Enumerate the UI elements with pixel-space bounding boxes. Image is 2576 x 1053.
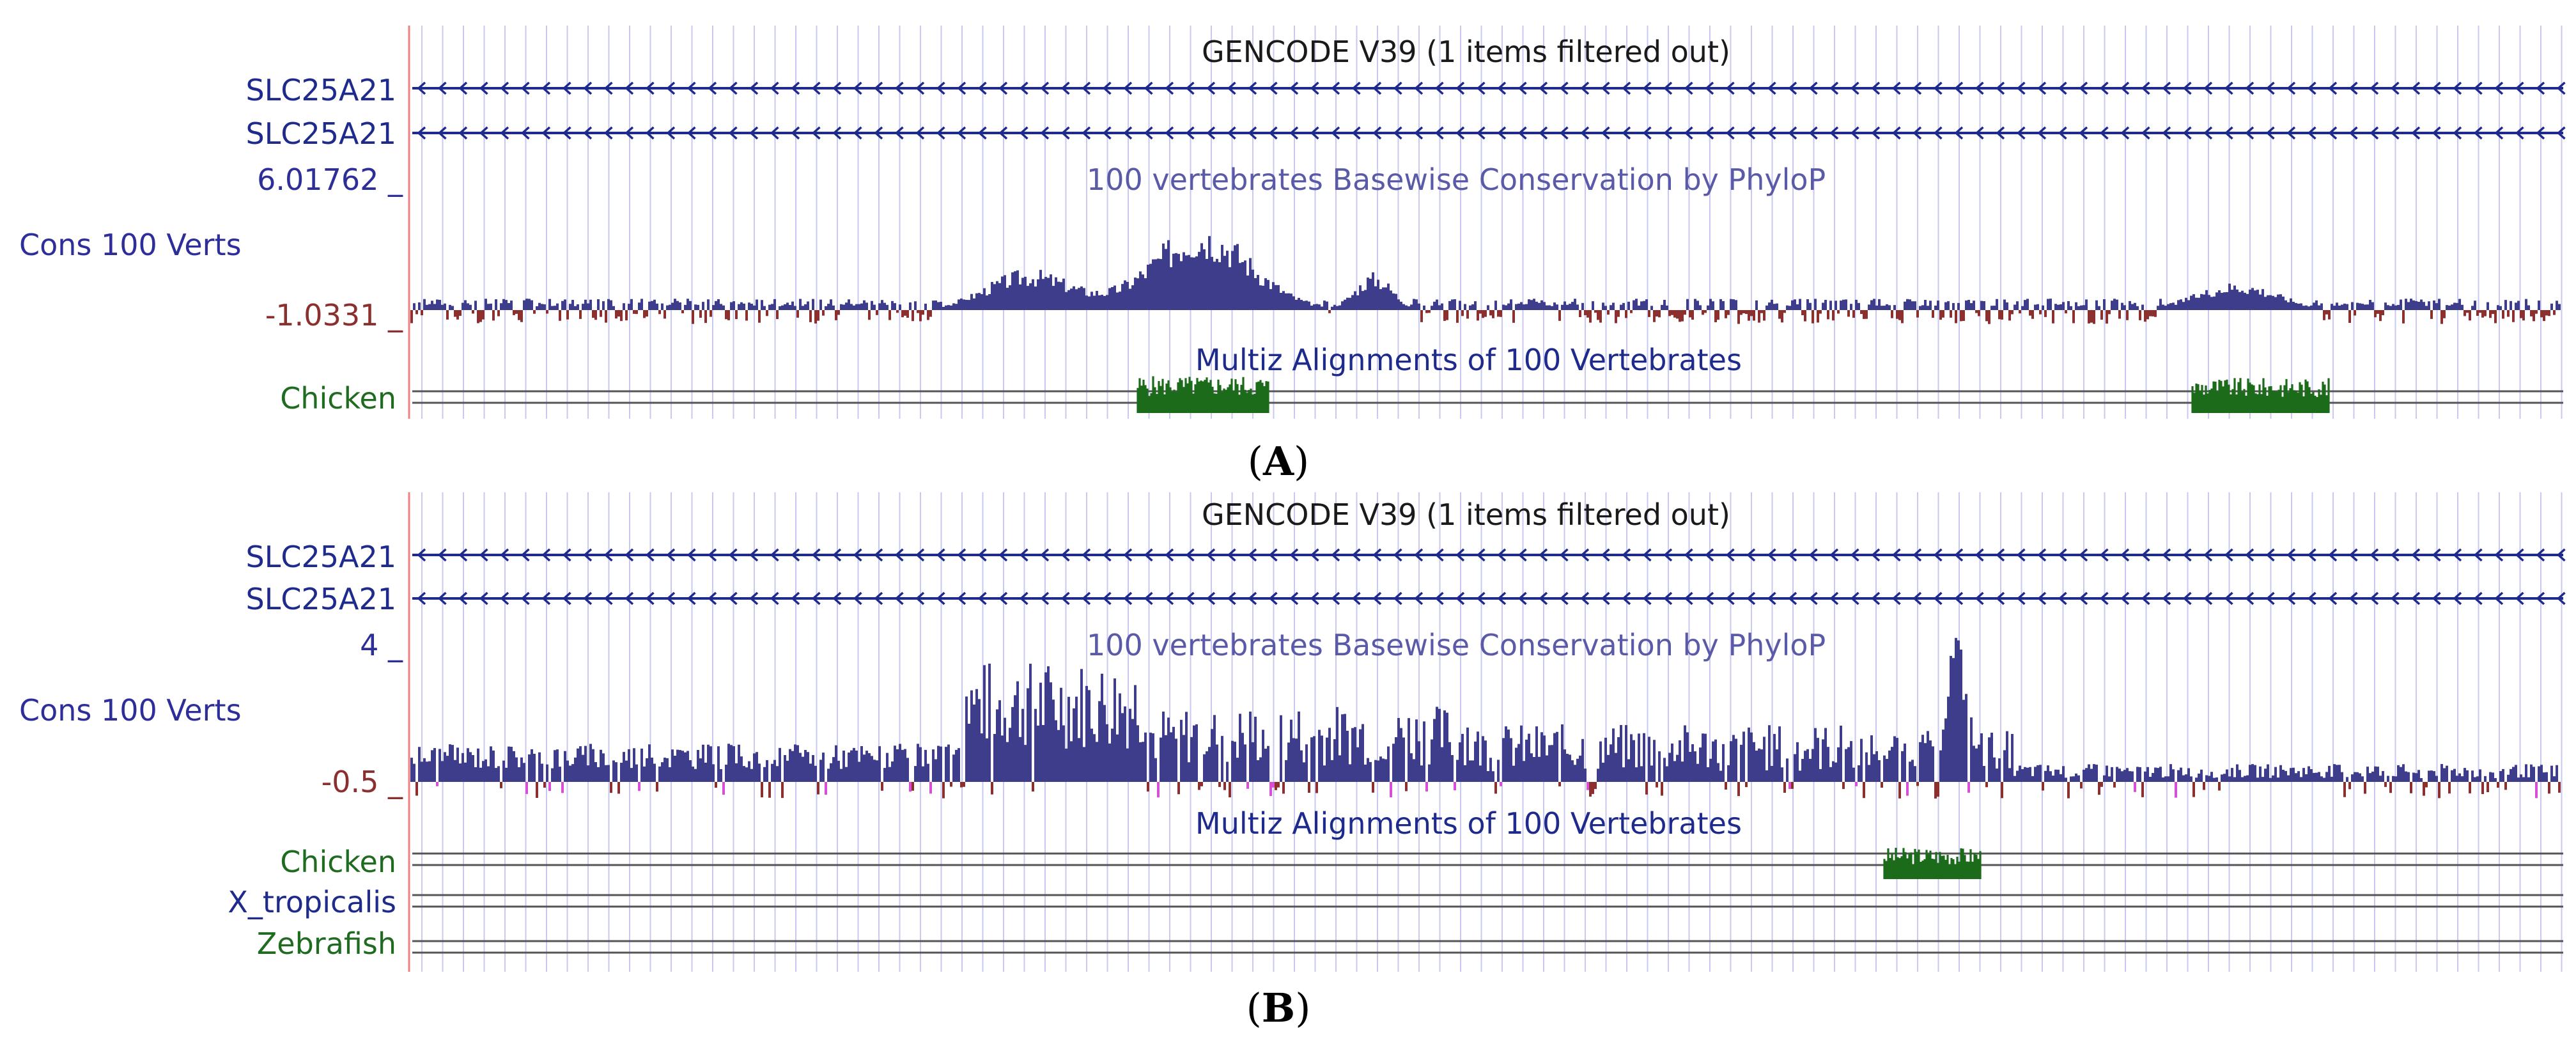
- species-label-chicken[interactable]: Chicken: [280, 845, 396, 879]
- alignment-conservation-block: [1137, 376, 1269, 413]
- gene-strand-arrows: [417, 126, 2566, 140]
- gene-strand-arrows: [417, 548, 2566, 562]
- phylop-negative-bars: [415, 782, 2561, 799]
- panel-a: GENCODE V39 (1 items filtered out) SLC25…: [0, 0, 2576, 505]
- panel-b: GENCODE V39 (1 items filtered out) SLC25…: [0, 486, 2576, 1053]
- gene-strand-arrows: [417, 81, 2566, 95]
- phylop-track-title: 100 vertebrates Basewise Conservation by…: [1087, 162, 1826, 197]
- species-label-x-tropicalis[interactable]: X_tropicalis: [228, 885, 396, 919]
- species-label-chicken[interactable]: Chicken: [280, 381, 396, 416]
- cons-track-label[interactable]: Cons 100 Verts: [19, 693, 242, 728]
- panel-b-caption: (B): [1246, 985, 1311, 1031]
- alignment-conservation-block: [2191, 378, 2330, 413]
- phylop-ymax-label: 4 _: [360, 628, 403, 662]
- gene-track-label-2[interactable]: SLC25A21: [245, 116, 396, 151]
- gencode-track-title: GENCODE V39 (1 items filtered out): [1202, 497, 1730, 532]
- cons-track-label[interactable]: Cons 100 Verts: [19, 228, 242, 262]
- phylop-ymin-label: -0.5 _: [321, 765, 403, 799]
- gene-track-label-1[interactable]: SLC25A21: [245, 540, 396, 574]
- panel-a-browser-image: [408, 26, 2566, 419]
- phylop-track-title: 100 vertebrates Basewise Conservation by…: [1087, 628, 1826, 662]
- phylop-positive-bars: [413, 236, 2561, 310]
- alignment-conservation-block: [1883, 848, 1982, 879]
- panel-b-letter: B: [1261, 985, 1296, 1031]
- phylop-positive-bars: [410, 637, 2558, 782]
- panel-a-caption: (A): [1247, 438, 1310, 485]
- panel-a-letter: A: [1262, 438, 1294, 485]
- species-label-zebrafish[interactable]: Zebrafish: [256, 926, 396, 961]
- phylop-negative-bars-alt: [436, 782, 2538, 799]
- multiz-track-title: Multiz Alignments of 100 Vertebrates: [1195, 343, 1742, 377]
- panel-b-browser-image: [408, 492, 2566, 972]
- multiz-track-title: Multiz Alignments of 100 Vertebrates: [1195, 806, 1742, 841]
- phylop-ymax-label: 6.01762 _: [257, 162, 403, 197]
- gene-track-label-2[interactable]: SLC25A21: [245, 582, 396, 616]
- phylop-negative-bars: [410, 310, 2556, 324]
- phylop-ymin-label: -1.0331 _: [265, 298, 403, 332]
- gene-strand-arrows: [417, 591, 2566, 605]
- gene-track-label-1[interactable]: SLC25A21: [245, 73, 396, 107]
- gencode-track-title: GENCODE V39 (1 items filtered out): [1202, 35, 1730, 69]
